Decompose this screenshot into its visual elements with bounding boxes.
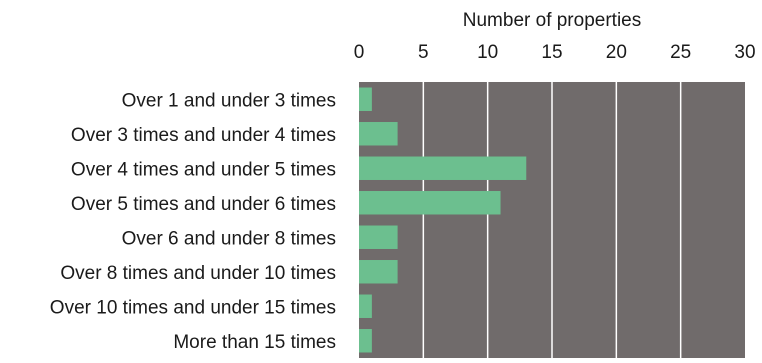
x-tick-label: 5 (418, 42, 429, 63)
bar (359, 260, 398, 284)
category-label: Over 10 times and under 15 times (50, 297, 336, 318)
x-tick-label: 30 (734, 42, 755, 63)
bar (359, 329, 372, 353)
x-tick-label: 20 (606, 42, 627, 63)
category-label: Over 6 and under 8 times (122, 228, 336, 249)
x-axis-ticks: 0 5 10 15 20 25 30 (354, 42, 756, 63)
category-label: More than 15 times (173, 332, 336, 353)
bar (359, 122, 398, 146)
category-label: Over 5 times and under 6 times (71, 194, 336, 215)
bar (359, 225, 398, 249)
x-tick-label: 0 (354, 42, 365, 63)
x-tick-label: 10 (477, 42, 498, 63)
bar (359, 191, 501, 215)
gridlines (422, 82, 682, 358)
category-label: Over 4 times and under 5 times (71, 159, 336, 180)
x-tick-label: 25 (670, 42, 691, 63)
bar (359, 87, 372, 111)
x-tick-label: 15 (541, 42, 562, 63)
bar (359, 156, 527, 180)
category-labels: Over 1 and under 3 times Over 3 times and… (50, 90, 336, 353)
category-label: Over 1 and under 3 times (122, 90, 336, 111)
x-axis-title: Number of properties (463, 10, 641, 31)
category-label: Over 8 times and under 10 times (60, 263, 336, 284)
category-label: Over 3 times and under 4 times (71, 125, 336, 146)
bar (359, 294, 372, 318)
bars (359, 87, 527, 353)
